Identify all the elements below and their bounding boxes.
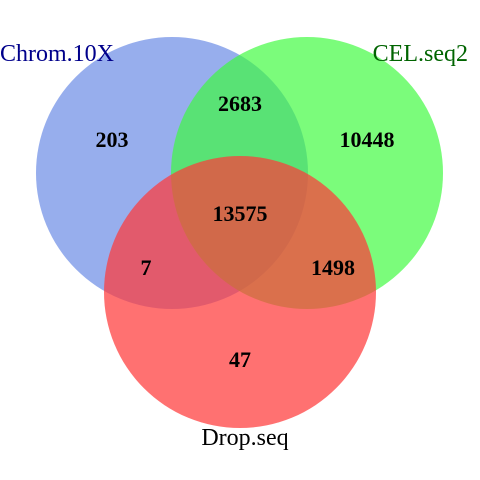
count-chrom-only: 203 xyxy=(96,127,129,152)
count-chrom-drop: 7 xyxy=(141,255,152,280)
set-circles xyxy=(36,37,443,428)
count-all-three: 13575 xyxy=(213,201,268,226)
region-counts: 203 2683 10448 13575 7 1498 47 xyxy=(96,91,395,372)
circle-dropseq xyxy=(104,156,376,428)
label-chrom10x: Chrom.10X xyxy=(0,41,114,67)
count-drop-only: 47 xyxy=(229,347,251,372)
count-cel-only: 10448 xyxy=(340,127,395,152)
count-cel-drop: 1498 xyxy=(311,255,355,280)
label-dropseq: Drop.seq xyxy=(201,425,288,451)
label-celseq2: CEL.seq2 xyxy=(373,41,468,67)
set-labels: Chrom.10X CEL.seq2 Drop.seq xyxy=(0,41,468,451)
count-chrom-cel: 2683 xyxy=(218,91,262,116)
